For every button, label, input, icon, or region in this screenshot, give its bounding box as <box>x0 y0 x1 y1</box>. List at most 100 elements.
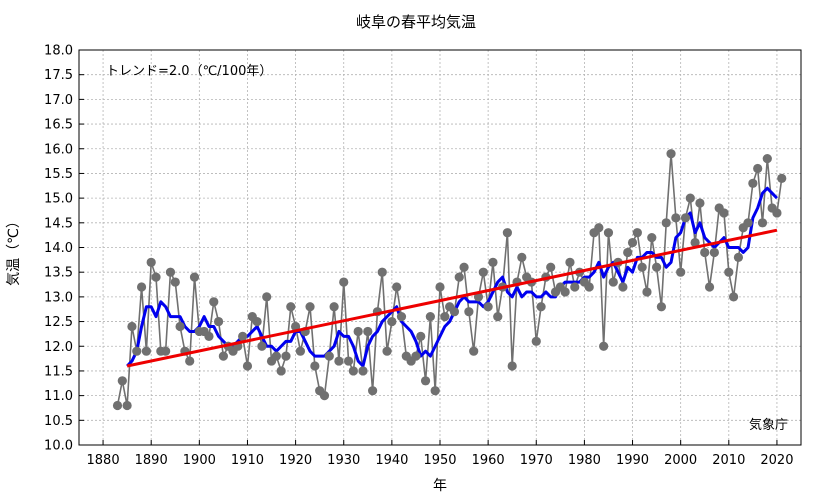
annual-data-point <box>165 267 176 277</box>
annual-data-point <box>478 267 488 277</box>
annual-data-point <box>213 316 224 327</box>
y-tick-label: 10.5 <box>44 414 73 429</box>
annual-data-point <box>420 376 431 386</box>
annual-data-point <box>411 351 421 361</box>
annual-data-point <box>161 346 171 356</box>
annual-data-point <box>695 198 705 208</box>
y-tick-label: 17.0 <box>44 93 73 108</box>
annual-data-point <box>627 237 638 248</box>
annual-data-point <box>599 341 609 351</box>
annual-data-point <box>117 376 127 386</box>
annual-data-point <box>666 149 676 159</box>
annual-data-point <box>281 351 291 361</box>
y-tick-label: 17.5 <box>44 68 73 83</box>
annual-data-point <box>382 346 392 356</box>
annual-data-point <box>565 257 575 267</box>
annual-data-point <box>358 366 368 376</box>
annual-data-point <box>608 277 618 287</box>
annual-data-point <box>112 400 123 411</box>
annual-data-point <box>685 193 695 203</box>
annual-data-point <box>449 307 460 317</box>
annual-data-point <box>353 326 363 337</box>
y-tick-label: 12.0 <box>44 340 73 355</box>
x-tick-label: 1930 <box>327 453 360 468</box>
annual-data-point <box>319 391 330 401</box>
annual-data-point <box>459 262 469 272</box>
y-tick-label: 11.5 <box>44 364 73 379</box>
y-tick-label: 13.0 <box>44 290 73 305</box>
y-tick-label: 12.5 <box>44 315 73 330</box>
annual-data-point <box>603 228 614 238</box>
x-tick-label: 1910 <box>231 453 264 468</box>
annual-data-point <box>252 316 262 327</box>
grid <box>79 49 801 446</box>
x-tick-label: 1920 <box>279 453 312 468</box>
x-tick-label: 2020 <box>760 453 793 468</box>
annual-data-point <box>151 272 161 282</box>
annual-data-point <box>671 213 681 223</box>
x-tick-label: 2000 <box>664 453 697 468</box>
annual-data-point <box>185 356 195 366</box>
x-tick-label: 1950 <box>423 453 456 468</box>
annual-data-point <box>189 272 200 282</box>
annual-data-point <box>392 282 402 292</box>
annual-data-point <box>377 267 387 277</box>
annual-data-point <box>257 341 267 351</box>
x-tick-label: 1970 <box>520 453 553 468</box>
annual-data-point <box>262 292 272 302</box>
annual-data-point <box>642 287 652 297</box>
annual-data-point <box>218 351 228 361</box>
y-axis-label: 気温（℃） <box>6 214 22 286</box>
annual-data-point <box>777 173 787 183</box>
annual-data-point <box>136 282 147 292</box>
x-tick-label: 1980 <box>568 453 601 468</box>
annual-data-point <box>483 302 493 312</box>
annual-data-point <box>753 163 763 174</box>
annual-data-point <box>531 336 541 346</box>
annual-data-point <box>584 282 594 292</box>
annual-data-point <box>435 282 445 292</box>
annual-data-point <box>652 262 662 272</box>
annual-data-point <box>146 257 156 267</box>
annual-data-point <box>656 302 667 312</box>
y-tick-label: 13.5 <box>44 266 73 281</box>
annual-data-point <box>238 331 248 341</box>
annual-data-point <box>348 366 358 376</box>
chart-title: 岐阜の春平均気温 <box>356 13 476 31</box>
y-tick-label: 14.0 <box>44 241 73 256</box>
plot-frame <box>78 49 802 446</box>
annual-data-point <box>276 366 286 376</box>
annual-data-point <box>305 302 315 312</box>
annual-data-point <box>762 154 772 164</box>
annual-data-point <box>502 228 512 238</box>
annual-data-point <box>594 223 604 233</box>
annual-data-point <box>396 312 407 322</box>
annual-data-point <box>546 262 556 272</box>
trend-line <box>126 228 778 368</box>
annual-data-point <box>416 331 426 341</box>
x-tick-label: 1960 <box>472 453 505 468</box>
annual-data-point <box>570 282 580 292</box>
x-tick-label: 1880 <box>87 453 120 468</box>
source-label: 気象庁 <box>749 417 788 433</box>
y-tick-label: 15.0 <box>44 192 73 207</box>
annual-data-point <box>748 178 758 188</box>
y-tick-label: 10.0 <box>44 439 73 454</box>
annual-data-point <box>343 356 354 366</box>
annual-data-point <box>724 267 734 277</box>
x-tick-label: 1990 <box>616 453 649 468</box>
annual-data-point <box>204 331 214 341</box>
x-tick-label: 1940 <box>375 453 408 468</box>
y-tick-label: 16.0 <box>44 142 73 157</box>
annual-data-point <box>324 351 334 361</box>
annual-data-point <box>690 237 700 248</box>
annual-data-point <box>132 346 142 356</box>
annual-data-point <box>209 297 219 307</box>
annual-data-point <box>700 247 710 258</box>
annual-data-point <box>440 312 450 322</box>
annual-data-point <box>127 321 137 332</box>
annual-data-point <box>242 361 253 371</box>
annual-data-point <box>733 252 744 262</box>
annual-data-point <box>493 312 503 322</box>
annual-data-point <box>757 218 768 228</box>
